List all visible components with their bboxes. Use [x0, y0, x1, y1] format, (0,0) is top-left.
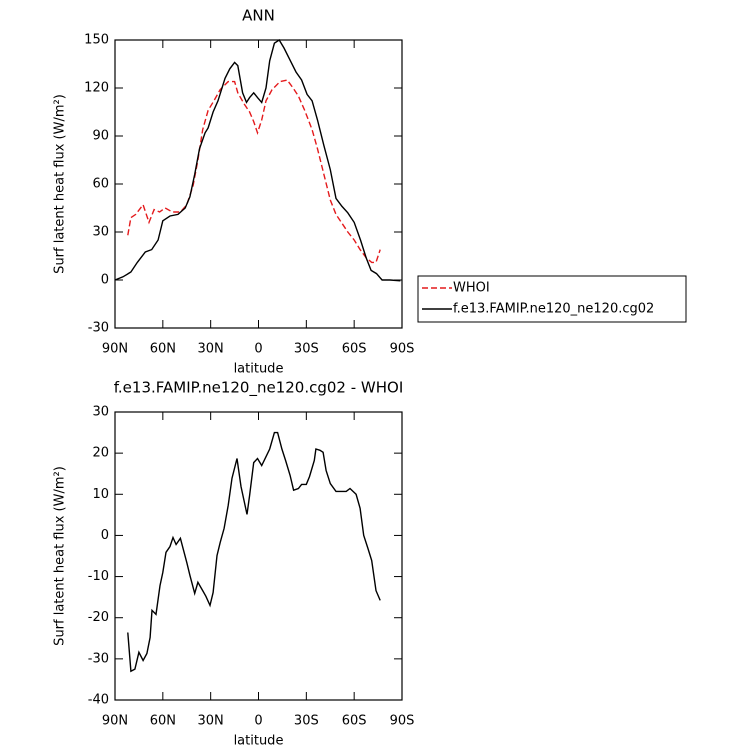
y-tick-label: 150 — [84, 33, 109, 48]
x-tick-label: 30S — [294, 714, 319, 729]
x-tick-label: 60N — [150, 714, 176, 729]
y-tick-label: 120 — [84, 81, 109, 96]
x-tick-label: 90N — [102, 714, 128, 729]
x-tick-label: 60S — [342, 342, 367, 357]
chart-title: ANN — [242, 7, 275, 25]
x-tick-label: 90S — [390, 714, 415, 729]
x-tick-label: 30S — [294, 342, 319, 357]
x-tick-label: 0 — [254, 714, 262, 729]
x-tick-label: 90N — [102, 342, 128, 357]
y-tick-label: 30 — [92, 405, 109, 420]
y-axis-label: Surf latent heat flux (W/m²) — [53, 466, 68, 646]
x-axis-label: latitude — [234, 362, 284, 377]
y-tick-label: 0 — [101, 273, 109, 288]
series-line — [114, 39, 401, 282]
y-tick-label: -30 — [88, 651, 109, 666]
plot-frame — [114, 39, 403, 329]
legend-box — [417, 275, 687, 323]
y-axis-label: Surf latent heat flux (W/m²) — [53, 94, 68, 274]
plot-frame — [114, 411, 403, 701]
y-tick-label: 20 — [92, 446, 109, 461]
x-tick-label: 60S — [342, 714, 367, 729]
series-line — [127, 79, 381, 264]
y-tick-label: -10 — [88, 569, 109, 584]
legend-label: WHOI — [453, 281, 490, 296]
x-tick-label: 30N — [198, 342, 224, 357]
series-line — [127, 431, 381, 673]
x-tick-label: 30N — [198, 714, 224, 729]
x-tick-label: 90S — [390, 342, 415, 357]
y-tick-label: -40 — [88, 693, 109, 708]
y-tick-label: 60 — [92, 177, 109, 192]
y-tick-label: -20 — [88, 610, 109, 625]
y-tick-label: 30 — [92, 225, 109, 240]
chart-title: f.e13.FAMIP.ne120_ne120.cg02 - WHOI — [114, 379, 404, 398]
legend-label: f.e13.FAMIP.ne120_ne120.cg02 — [453, 302, 654, 317]
x-axis-label: latitude — [234, 734, 284, 749]
x-tick-label: 0 — [254, 342, 262, 357]
y-tick-label: 90 — [92, 129, 109, 144]
y-tick-label: 10 — [92, 487, 109, 502]
y-tick-label: 0 — [101, 528, 109, 543]
x-tick-label: 60N — [150, 342, 176, 357]
y-tick-label: -30 — [88, 321, 109, 336]
